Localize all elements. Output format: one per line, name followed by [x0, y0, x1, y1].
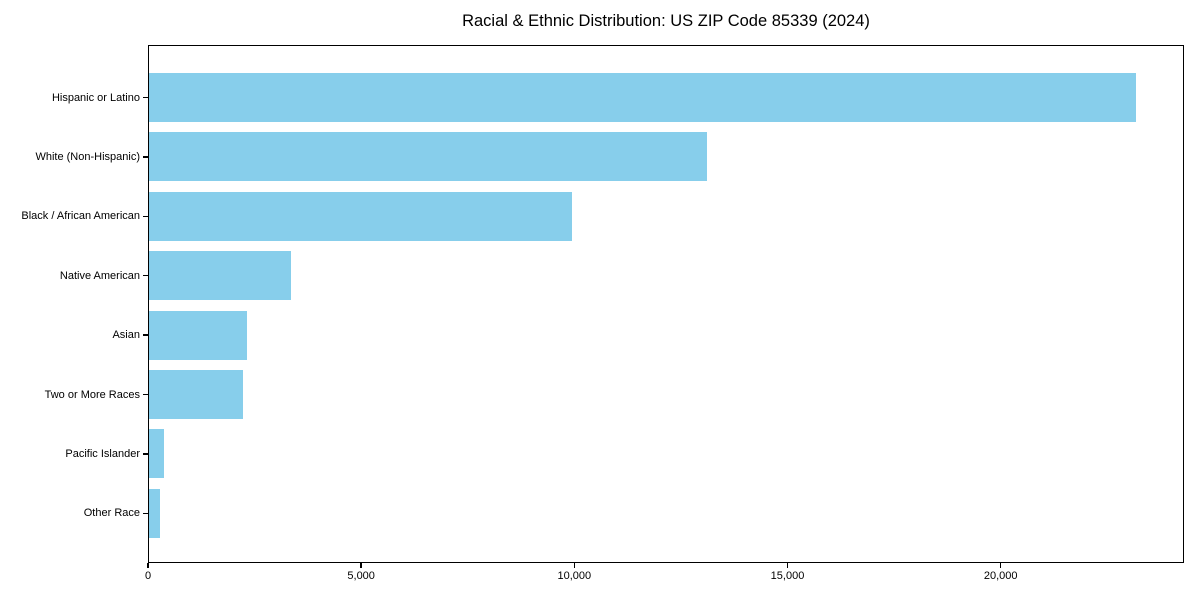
x-tick-mark — [573, 563, 576, 568]
y-tick-label-native-american: Native American — [59, 269, 140, 282]
bar-white-non-hispanic — [149, 132, 707, 182]
y-tick-label-two-or-more-races: Two or More Races — [44, 388, 140, 401]
x-tick-mark — [147, 563, 149, 568]
x-tick-label-5000: 5,000 — [347, 570, 375, 582]
x-tick-label-10000: 10,000 — [557, 570, 592, 582]
x-tick-mark — [360, 563, 362, 568]
x-tick-label-0: 0 — [144, 570, 152, 582]
x-tick-label-15000: 15,000 — [770, 570, 805, 582]
y-tick-mark — [143, 156, 148, 158]
bar-pacific-islander — [149, 429, 164, 479]
y-tick-mark — [143, 512, 148, 514]
y-tick-mark — [143, 96, 148, 99]
y-tick-label-asian: Asian — [112, 329, 140, 342]
y-tick-mark — [143, 393, 148, 396]
plot-area — [148, 45, 1184, 563]
x-tick-mark — [786, 563, 789, 568]
bar-two-or-more-races — [149, 370, 244, 419]
y-tick-label-hispanic-or-latino: Hispanic or Latino — [51, 91, 140, 104]
bar-black-african-american — [149, 191, 572, 241]
chart-title: Racial & Ethnic Distribution: US ZIP Cod… — [462, 12, 870, 30]
bar-native-american — [149, 251, 291, 301]
y-tick-mark — [143, 215, 148, 217]
y-tick-label-black-african-american: Black / African American — [21, 210, 140, 223]
y-tick-label-white-non-hispanic: White (Non-Hispanic) — [35, 150, 140, 163]
y-tick-label-pacific-islander: Pacific Islander — [65, 447, 140, 460]
bar-other-race — [149, 488, 160, 538]
y-tick-mark — [143, 275, 148, 277]
y-tick-mark — [143, 334, 148, 336]
bar-asian — [149, 310, 248, 360]
y-tick-label-other-race: Other Race — [83, 507, 140, 520]
y-tick-mark — [143, 453, 148, 455]
x-tick-label-20000: 20,000 — [983, 570, 1018, 582]
x-tick-mark — [999, 563, 1002, 568]
bar-hispanic-or-latino — [149, 73, 1136, 122]
